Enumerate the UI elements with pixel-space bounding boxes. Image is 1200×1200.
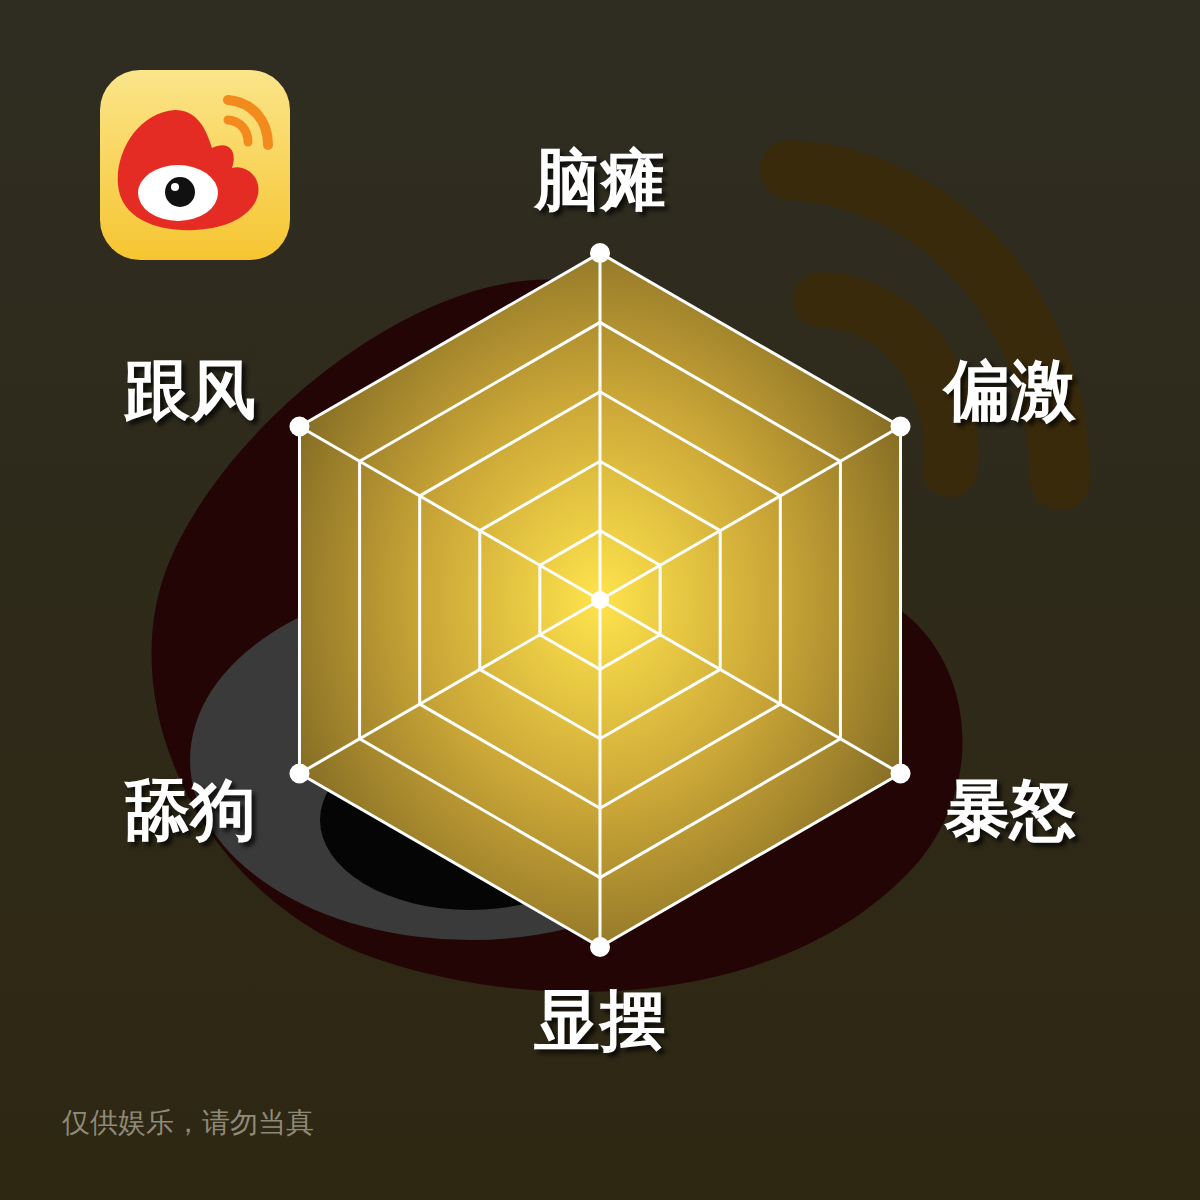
marker [289,417,309,437]
app-icon [100,70,290,260]
category-label: 脑瘫 [533,142,666,219]
category-label: 跟风 [123,352,256,429]
spoke [299,427,600,601]
spoke [600,427,901,601]
marker [590,937,610,957]
category-label: 暴怒 [943,772,1076,849]
category-label: 舔狗 [124,772,256,849]
data-area [299,253,900,947]
chart: 脑瘫偏激暴怒显摆 舔狗 跟风仅供娱乐，请勿当真 [0,0,1200,1200]
icon-bg [100,70,290,260]
center-dot [591,591,609,609]
marker [891,764,911,784]
icon-blob [118,110,259,230]
category-labels: 脑瘫偏激暴怒显摆 舔狗 跟风 [123,142,1077,1059]
spoke [599,253,602,600]
spoke [600,600,901,774]
background [0,0,1200,1200]
markers [289,243,910,957]
marker [891,417,911,437]
background-logo [151,170,1060,992]
icon-arc [228,120,248,142]
icon-pupil [165,177,195,207]
icon-arc [228,100,268,145]
grid [299,253,900,947]
category-label: 偏激 [942,352,1077,429]
icon-glint [171,183,179,191]
plot-area [299,253,900,947]
grid-ring [299,253,900,947]
annotation: 仅供娱乐，请勿当真 [62,1106,314,1139]
marker [590,243,610,263]
marker [289,764,309,784]
category-label: 显摆 [534,982,666,1059]
icon-eye [138,165,218,221]
spoke [599,600,602,947]
spoke [299,600,600,774]
